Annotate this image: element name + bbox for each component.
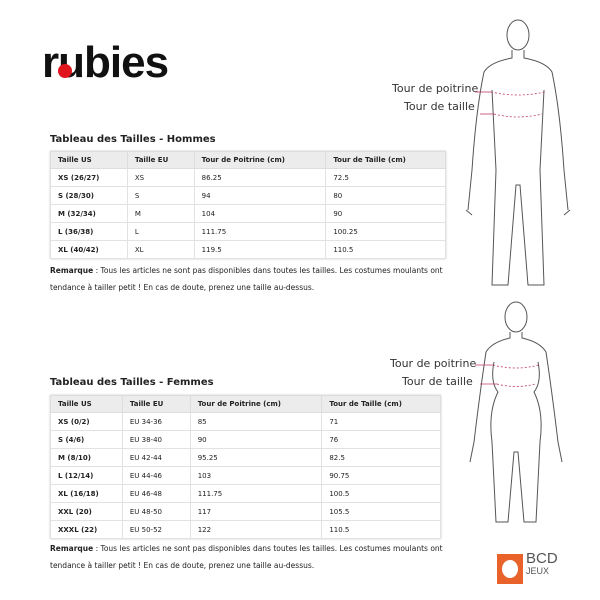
table-cell: 85 [189,412,323,431]
table-cell: M [126,204,195,223]
table-cell: 104 [193,204,327,223]
bcd-jeux-logo: BCD JEUX [526,550,558,576]
table-cell: 90 [189,430,323,449]
column-header: Taille US [50,151,128,169]
table-cell: XL [126,240,195,259]
table-row: M (32/34) M 104 90 [50,204,446,223]
table-cell: 111.75 [193,222,327,241]
men-size-table: Taille US Taille EU Tour de Poitrine (cm) T… [50,151,446,259]
table-cell: 117 [189,502,323,521]
table-cell: EU 38-40 [121,430,191,449]
table-cell: L (12/14) [50,466,123,485]
column-header: Tour de Poitrine (cm) [189,395,323,413]
logo-red-dot [58,64,72,78]
column-header: Tour de Poitrine (cm) [193,151,327,169]
table-cell: M (32/34) [50,204,128,223]
table-cell: XXL (20) [50,502,123,521]
table-cell: 110.5 [325,240,446,259]
table-cell: 111.75 [189,484,323,503]
table-cell: 95.25 [189,448,323,467]
women-size-table: Taille US Taille EU Tour de Poitrine (cm) T… [50,395,441,539]
bcd-jeux-owl-icon [497,554,523,584]
table-cell: XS (0/2) [50,412,123,431]
table-cell: EU 34-36 [121,412,191,431]
men-waist-label: Tour de taille [404,100,475,113]
column-header: Tour de Taille (cm) [325,151,446,169]
table-row: XL (40/42) XL 119.5 110.5 [50,240,446,259]
table-cell: XS [126,168,195,187]
table-row: XXXL (22) EU 50-52 122 110.5 [50,520,441,539]
table-cell: 122 [189,520,323,539]
female-body-figure [469,301,563,523]
header-row: Taille US Taille EU Tour de Poitrine (cm) T… [50,395,441,413]
table-cell: 94 [193,186,327,205]
men-note: Remarque : Tous les articles ne sont pas… [50,266,443,292]
men-chest-label: Tour de poitrine [392,82,479,95]
table-cell: L [126,222,195,241]
rubies-logo: rubies [42,38,169,87]
table-cell: XL (16/18) [50,484,123,503]
column-header: Taille US [50,395,123,413]
women-waist-label: Tour de taille [402,375,473,388]
male-body-figure [465,19,571,286]
table-cell: 110.5 [321,520,441,539]
table-cell: EU 48-50 [121,502,191,521]
women-table-title: Tableau des Tailles - Femmes [50,377,214,388]
column-header: Taille EU [126,151,195,169]
column-header: Tour de Taille (cm) [321,395,441,413]
column-header: Taille EU [121,395,191,413]
table-row: S (4/6) EU 38-40 90 76 [50,430,441,449]
table-cell: XL (40/42) [50,240,128,259]
table-cell: S [126,186,195,205]
table-row: L (36/38) L 111.75 100.25 [50,222,446,241]
table-cell: XS (26/27) [50,168,128,187]
table-cell: 86.25 [193,168,327,187]
women-chest-label: Tour de poitrine [390,357,477,370]
table-cell: 119.5 [193,240,327,259]
table-cell: EU 46-48 [121,484,191,503]
table-row: XL (16/18) EU 46-48 111.75 100.5 [50,484,441,503]
table-cell: EU 44-46 [121,466,191,485]
table-cell: 103 [189,466,323,485]
table-row: L (12/14) EU 44-46 103 90.75 [50,466,441,485]
men-table-title: Tableau des Tailles - Hommes [50,134,216,145]
table-cell: M (8/10) [50,448,123,467]
table-row: XS (0/2) EU 34-36 85 71 [50,412,441,431]
table-cell: XXXL (22) [50,520,123,539]
table-cell: L (36/38) [50,222,128,241]
table-cell: EU 42-44 [121,448,191,467]
women-note: Remarque : Tous les articles ne sont pas… [50,544,443,570]
table-cell: S (4/6) [50,430,123,449]
table-cell: EU 50-52 [121,520,191,539]
table-cell: S (28/30) [50,186,128,205]
